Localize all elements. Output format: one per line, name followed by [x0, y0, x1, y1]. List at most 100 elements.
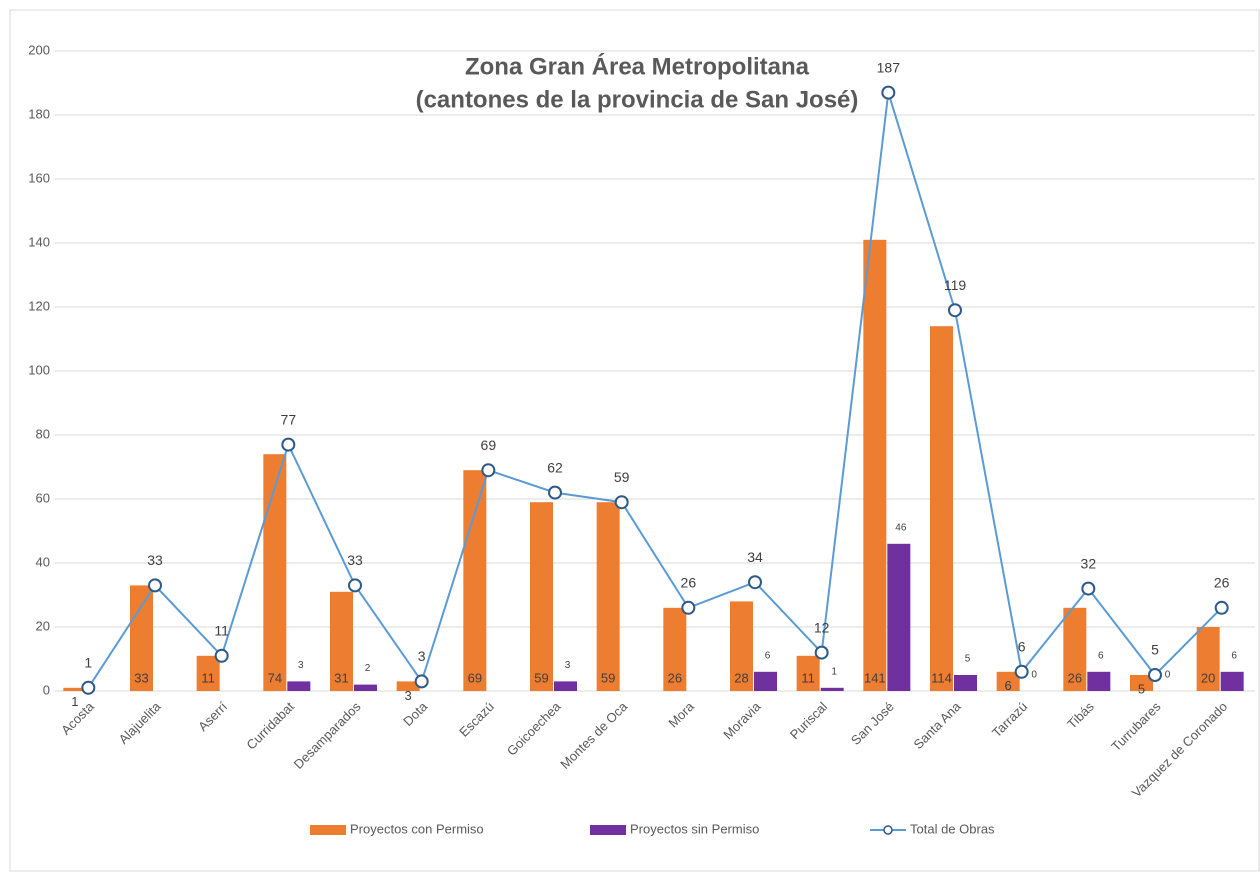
bar: [954, 675, 977, 691]
line-marker: [881, 85, 896, 100]
data-label: 26: [1214, 575, 1230, 591]
data-label: 6: [1231, 650, 1237, 661]
bar: [730, 601, 753, 691]
legend-label: Proyectos con Permiso: [350, 821, 484, 836]
bar: [1130, 675, 1153, 691]
data-label: 28: [734, 670, 748, 685]
data-label: 59: [614, 469, 630, 485]
y-tick-label: 140: [28, 234, 50, 249]
data-label: 77: [281, 411, 297, 427]
data-label: 6: [1018, 639, 1026, 655]
line-marker: [81, 680, 96, 695]
y-tick-label: 60: [36, 490, 50, 505]
bar: [196, 655, 220, 691]
y-tick-label: 40: [36, 554, 50, 569]
data-label: 11: [214, 623, 229, 639]
data-label: 114: [931, 670, 952, 685]
data-label: 33: [134, 670, 148, 685]
bar: [930, 326, 953, 691]
bar: [1063, 607, 1087, 691]
bar: [820, 687, 844, 691]
bar: [596, 502, 620, 691]
chart-title: (cantones de la provincia de San José): [416, 86, 859, 113]
legend-label: Proyectos sin Permiso: [630, 821, 759, 836]
data-label: 32: [1081, 555, 1097, 571]
line-marker: [1214, 600, 1229, 615]
chart-title: Zona Gran Área Metropolitana: [465, 52, 810, 80]
data-label: 2: [365, 663, 371, 674]
y-tick-label: 180: [28, 106, 50, 121]
bar: [887, 543, 911, 691]
legend-label: Total de Obras: [910, 821, 995, 836]
y-tick-label: 80: [36, 426, 50, 441]
line-marker: [148, 578, 162, 593]
bar: [354, 684, 377, 691]
line-marker: [1081, 581, 1096, 596]
line-marker: [948, 303, 962, 318]
bar: [1196, 627, 1220, 691]
legend-swatch: [590, 825, 626, 835]
data-label: 74: [268, 670, 282, 685]
line-marker: [414, 674, 429, 689]
y-tick-label: 0: [43, 682, 50, 697]
data-label: 33: [347, 552, 363, 568]
data-label: 6: [1098, 650, 1104, 661]
bar: [1220, 671, 1244, 691]
data-label: 5: [965, 654, 971, 665]
line-marker: [214, 648, 229, 663]
data-label: 12: [814, 619, 830, 635]
data-label: 0: [1031, 670, 1037, 681]
bar: [1087, 671, 1111, 691]
bar: [287, 681, 311, 691]
line-marker: [481, 463, 496, 478]
line-marker: [348, 578, 362, 593]
bar: [754, 671, 777, 691]
y-tick-label: 100: [28, 362, 50, 377]
data-label: 34: [747, 549, 763, 565]
data-label: 5: [1138, 681, 1145, 696]
data-label: 59: [534, 670, 548, 685]
bar: [130, 585, 153, 691]
bar: [554, 681, 577, 691]
bar: [530, 502, 553, 691]
data-label: 1: [71, 694, 78, 709]
data-label: 141: [864, 670, 886, 685]
data-label: 69: [481, 437, 497, 453]
y-tick-label: 200: [28, 42, 50, 57]
data-label: 26: [668, 670, 682, 685]
bar: [396, 681, 420, 691]
data-label: 11: [201, 670, 215, 685]
bar: [663, 607, 687, 691]
bar: [996, 671, 1020, 691]
data-label: 3: [298, 660, 304, 671]
data-label: 3: [565, 660, 571, 671]
chart-border: [9, 9, 1260, 872]
data-label: 26: [681, 575, 697, 591]
line-marker: [814, 645, 829, 660]
line-marker: [281, 437, 296, 452]
y-tick-label: 160: [28, 170, 50, 185]
legend-swatch: [883, 825, 893, 835]
bar: [796, 655, 820, 691]
data-label: 33: [147, 552, 163, 568]
bar: [330, 591, 353, 691]
data-label: 62: [547, 459, 563, 475]
bar: [863, 239, 887, 692]
line-marker: [1014, 664, 1029, 679]
line-marker: [548, 485, 562, 500]
line-marker: [614, 495, 629, 510]
data-label: 3: [405, 688, 412, 703]
data-label: 11: [801, 670, 815, 685]
y-tick-label: 20: [36, 618, 50, 633]
data-label: 119: [944, 277, 967, 293]
line-marker: [681, 600, 696, 615]
data-label: 6: [1005, 678, 1012, 693]
data-label: 5: [1151, 642, 1159, 658]
data-label: 20: [1201, 670, 1215, 685]
data-label: 1: [84, 655, 92, 671]
data-label: 3: [418, 648, 426, 664]
bar: [63, 687, 87, 691]
bar: [263, 454, 287, 691]
line: [87, 92, 1223, 689]
